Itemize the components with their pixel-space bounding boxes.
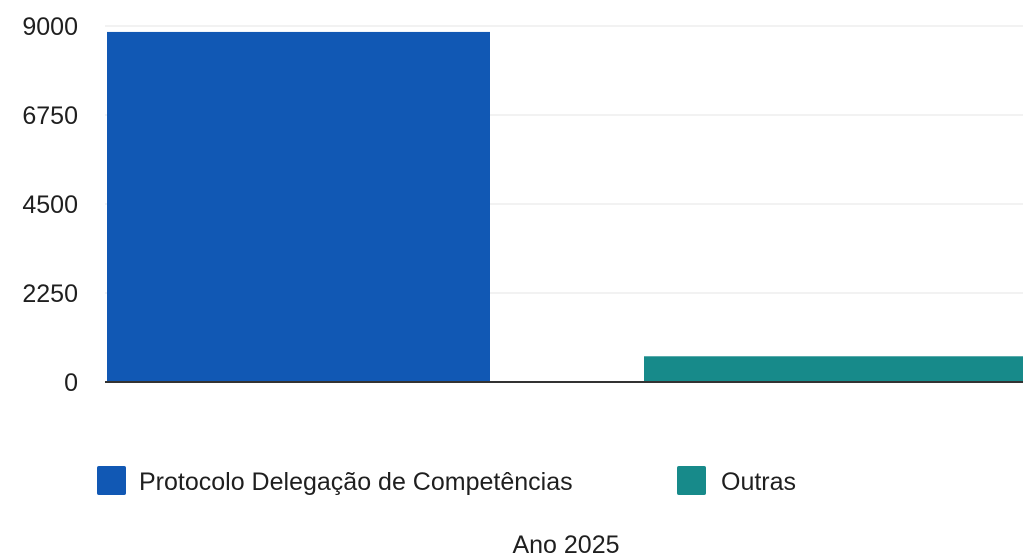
- bar-2: [644, 356, 1023, 382]
- y-tick-label: 4500: [22, 191, 78, 219]
- legend: Protocolo Delegação de Competências Outra…: [97, 466, 796, 496]
- y-tick-label: 0: [64, 369, 78, 397]
- legend-label-2: Outras: [721, 468, 796, 496]
- x-axis-label: Ano 2025: [512, 531, 619, 557]
- legend-label-1: Protocolo Delegação de Competências: [139, 468, 573, 496]
- legend-swatch-1: [97, 466, 126, 495]
- y-axis-tick-labels: 0 2250 4500 6750 9000: [22, 13, 78, 397]
- bar-1: [107, 31, 490, 383]
- y-tick-label: 2250: [22, 280, 78, 308]
- y-tick-label: 9000: [22, 13, 78, 41]
- bars: [107, 31, 1023, 383]
- legend-swatch-2: [677, 466, 706, 495]
- y-tick-label: 6750: [22, 102, 78, 130]
